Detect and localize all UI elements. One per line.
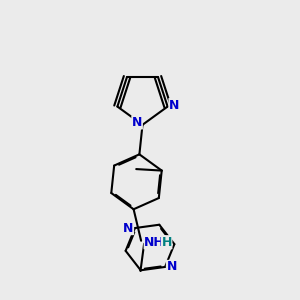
Text: N: N	[169, 99, 179, 112]
Text: N: N	[132, 116, 142, 129]
Text: N: N	[123, 222, 134, 235]
Text: NH: NH	[144, 236, 165, 249]
Text: N: N	[167, 260, 177, 273]
Text: H: H	[161, 236, 172, 249]
